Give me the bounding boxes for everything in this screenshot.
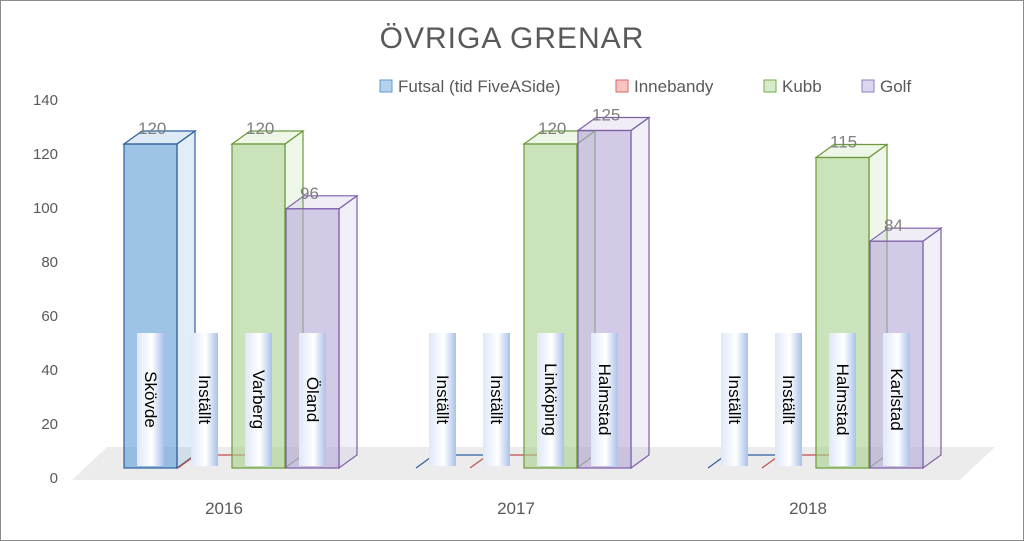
bar-group: 125 Halmstad [576,106,651,470]
venue-box [883,333,910,466]
bar-side [630,116,650,470]
venue-box [483,333,510,466]
y-tick-label: 80 [41,254,58,271]
venue-box [775,333,802,466]
x-tick-label: 2016 [205,499,243,518]
venue-label: Linköping [541,363,560,436]
data-label: 125 [592,106,620,125]
x-axis: 2016 2017 2018 [205,499,827,518]
bar-group: 84 Karlstad [868,216,943,470]
venue-label: Inställt [487,375,506,424]
bar-side [338,194,358,470]
venue-label: Karlstad [887,368,906,430]
legend-swatch [379,79,393,93]
data-label: 120 [246,119,274,138]
venue-box [591,333,618,466]
bar-group: Inställt [761,333,833,469]
legend-item: Innebandy [615,77,714,96]
venue-label: Halmstad [595,364,614,436]
legend-item: Futsal (tid FiveASide) [379,77,561,96]
venue-label: Skövde [141,371,160,428]
venue-label: Inställt [195,375,214,424]
venue-box [429,333,456,466]
y-tick-label: 140 [33,92,58,109]
bars: 120 Skövde Inställt 120 Varberg 96 Öland Instäl… [122,106,943,470]
bar [815,156,870,469]
bar-group: Inställt [177,333,249,469]
bar-group: Inställt [415,333,487,469]
venue-box [191,333,218,466]
bar-group: Inställt [469,333,541,469]
venue-box [245,333,272,466]
venue-label: Inställt [725,375,744,424]
venue-box [829,333,856,466]
bar-side [922,227,942,470]
venue-box [137,333,164,466]
legend-swatch [861,79,875,93]
venue-label: Inställt [779,375,798,424]
data-label: 84 [884,216,903,235]
legend-swatch [615,79,629,93]
legend-label: Innebandy [634,77,714,96]
venue-label: Öland [303,377,322,422]
y-tick-label: 40 [41,362,58,379]
venue-box [721,333,748,466]
data-label: 120 [538,119,566,138]
y-tick-label: 20 [41,416,58,433]
legend-item: Golf [861,77,911,96]
legend-label: Golf [880,77,911,96]
venue-label: Halmstad [833,364,852,436]
y-tick-label: 0 [50,470,58,487]
legend-swatch [763,79,777,93]
data-label: 120 [138,119,166,138]
y-tick-label: 100 [33,200,58,217]
bar-group: 120 Skövde [122,119,197,470]
bar-group: 96 Öland [284,184,359,470]
y-tick-label: 120 [33,146,58,163]
venue-box [299,333,326,466]
x-tick-label: 2017 [497,499,535,518]
venue-box [537,333,564,466]
legend-label: Kubb [782,77,822,96]
legend-item: Kubb [763,77,822,96]
chart-title: ÖVRIGA GRENAR [380,22,645,55]
data-label: 115 [830,133,857,152]
legend: Futsal (tid FiveASide) Innebandy Kubb Golf [379,77,911,96]
x-tick-label: 2018 [789,499,827,518]
venue-label: Inställt [433,375,452,424]
y-tick-label: 60 [41,308,58,325]
data-label: 96 [300,184,319,203]
bar-group: Inställt [707,333,779,469]
y-axis: 0 20 40 60 80 100 120 140 [33,92,58,487]
venue-label: Varberg [249,370,268,429]
legend-label: Futsal (tid FiveASide) [398,77,561,96]
